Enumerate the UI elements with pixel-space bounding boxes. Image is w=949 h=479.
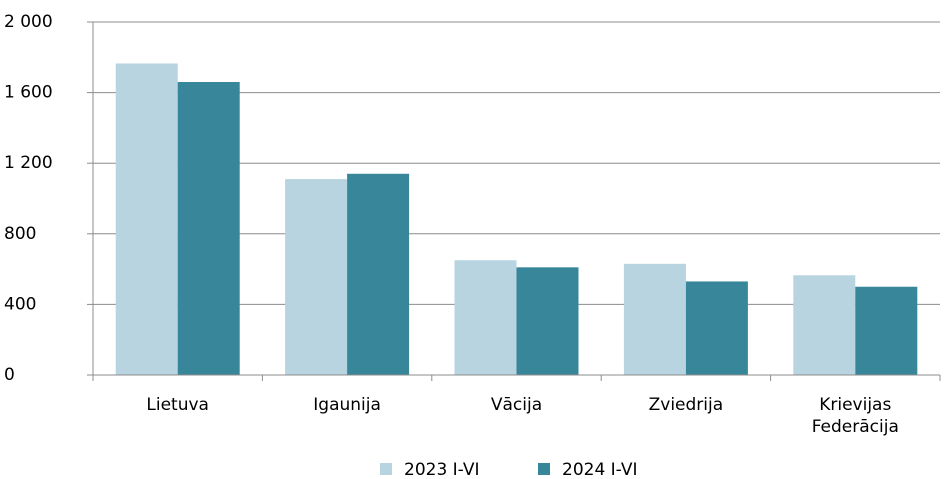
bar xyxy=(347,173,410,375)
bar xyxy=(793,275,856,375)
y-tick-label: 1 200 xyxy=(4,153,53,173)
bar xyxy=(516,267,579,375)
y-tick-label: 0 xyxy=(4,365,15,385)
x-tick-label: Krievijas Federācija xyxy=(811,395,899,437)
x-tick-label: Lietuva xyxy=(146,395,209,415)
x-tick-label: Vācija xyxy=(490,395,543,415)
bar xyxy=(855,286,918,375)
bar xyxy=(623,263,686,375)
legend-label: 2024 I-VI xyxy=(562,460,637,479)
y-tick-label: 2 000 xyxy=(4,12,53,32)
bar xyxy=(685,281,748,375)
bar xyxy=(454,260,517,375)
legend-swatch xyxy=(380,463,392,475)
legend-swatch xyxy=(538,463,550,475)
y-tick-label: 800 xyxy=(4,224,36,244)
y-tick-label: 400 xyxy=(4,294,36,314)
x-tick-label: Igaunija xyxy=(313,395,381,415)
y-tick-label: 1 600 xyxy=(4,83,53,103)
bar xyxy=(115,63,178,375)
x-tick-label: Zviedrija xyxy=(648,395,724,415)
bar xyxy=(177,82,240,375)
legend-label: 2023 I-VI xyxy=(404,460,479,479)
bar xyxy=(285,179,348,375)
